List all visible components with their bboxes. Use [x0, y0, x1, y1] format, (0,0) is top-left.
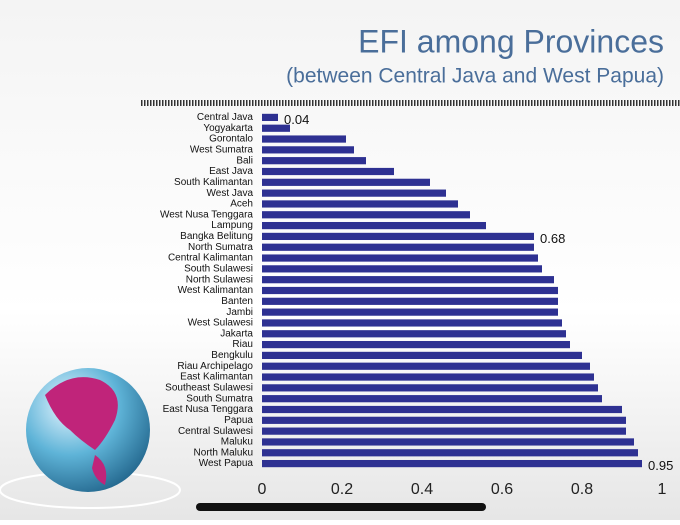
x-tick-label: 0.2 — [331, 481, 353, 498]
y-tick-label: West Kalimantan — [178, 285, 253, 296]
y-tick-label: North Sulawesi — [186, 274, 253, 285]
x-tick-label: 1 — [658, 481, 667, 498]
value-label: 0.95 — [648, 458, 673, 473]
bar — [262, 373, 594, 381]
y-tick-label: North Maluku — [194, 447, 253, 458]
y-tick-label: Aceh — [230, 199, 253, 210]
bar — [262, 297, 558, 305]
y-tick-label: Bali — [236, 155, 253, 166]
y-tick-label: Riau — [232, 339, 253, 350]
bar — [262, 221, 486, 230]
bar — [262, 330, 566, 338]
bar — [262, 308, 558, 316]
bar — [262, 286, 558, 295]
y-tick-label: West Java — [207, 188, 254, 199]
y-tick-label: North Sumatra — [188, 242, 253, 253]
bar — [262, 319, 562, 327]
y-tick-label: Jakarta — [220, 328, 253, 339]
bar — [262, 362, 590, 370]
bar — [262, 157, 366, 165]
globe — [0, 368, 181, 509]
y-tick-label: Bengkulu — [211, 350, 253, 361]
y-tick-label: South Kalimantan — [174, 177, 253, 188]
bar — [262, 395, 602, 403]
y-tick-label: Bangka Belitung — [180, 231, 253, 242]
bar — [262, 416, 626, 424]
bar — [262, 178, 430, 186]
bar — [262, 189, 446, 197]
bar — [262, 276, 554, 284]
y-tick-label: Papua — [224, 415, 253, 426]
bar — [262, 167, 394, 176]
chart-subtitle: (between Central Java and West Papua) — [286, 65, 664, 88]
value-label: 0.68 — [540, 231, 565, 246]
bar — [262, 265, 542, 273]
y-tick-label: Banten — [221, 296, 253, 307]
chart-title: EFI among Provinces — [358, 23, 664, 59]
scroll-indicator — [196, 503, 486, 511]
bar — [262, 351, 582, 360]
bar — [262, 438, 634, 446]
bar — [262, 243, 534, 251]
x-tick-label: 0.6 — [491, 481, 513, 498]
y-tick-label: Lampung — [211, 220, 253, 231]
y-tick-label: Riau Archipelago — [177, 361, 253, 372]
dotted-band — [140, 100, 680, 106]
y-tick-label: East Kalimantan — [180, 372, 253, 383]
bar — [262, 449, 638, 457]
bar — [262, 340, 570, 349]
x-tick-label: 0 — [258, 481, 267, 498]
bar — [262, 459, 642, 468]
y-tick-label: South Sulawesi — [184, 264, 253, 275]
y-tick-label: West Sumatra — [190, 145, 254, 156]
value-label: 0.04 — [284, 112, 309, 127]
y-tick-label: West Sulawesi — [188, 318, 253, 329]
y-tick-label: Gorontalo — [209, 134, 253, 145]
y-tick-label: Central Kalimantan — [168, 253, 253, 264]
x-tick-label: 0.4 — [411, 481, 433, 498]
y-tick-label: West Nusa Tenggara — [160, 209, 253, 220]
y-tick-label: South Sumatra — [186, 393, 253, 404]
y-tick-label: East Nusa Tenggara — [163, 404, 254, 415]
y-tick-label: East Java — [209, 166, 253, 177]
x-tick-label: 0.8 — [571, 481, 593, 498]
bar — [262, 405, 622, 414]
bar — [262, 211, 470, 219]
y-tick-label: Central Java — [197, 112, 254, 123]
bar — [262, 254, 538, 262]
y-tick-label: Jambi — [226, 307, 253, 318]
bar — [262, 135, 346, 143]
bar — [262, 113, 278, 122]
y-tick-label: Yogyakarta — [203, 123, 253, 134]
bar — [262, 232, 534, 241]
bar — [262, 200, 458, 208]
y-tick-label: Southeast Sulawesi — [165, 383, 253, 394]
y-tick-label: West Papua — [199, 458, 254, 469]
bar — [262, 146, 354, 154]
y-tick-label: Central Sulawesi — [178, 426, 253, 437]
y-tick-label: Maluku — [221, 437, 253, 448]
bar — [262, 384, 598, 392]
bar — [262, 124, 290, 132]
bar — [262, 427, 626, 435]
